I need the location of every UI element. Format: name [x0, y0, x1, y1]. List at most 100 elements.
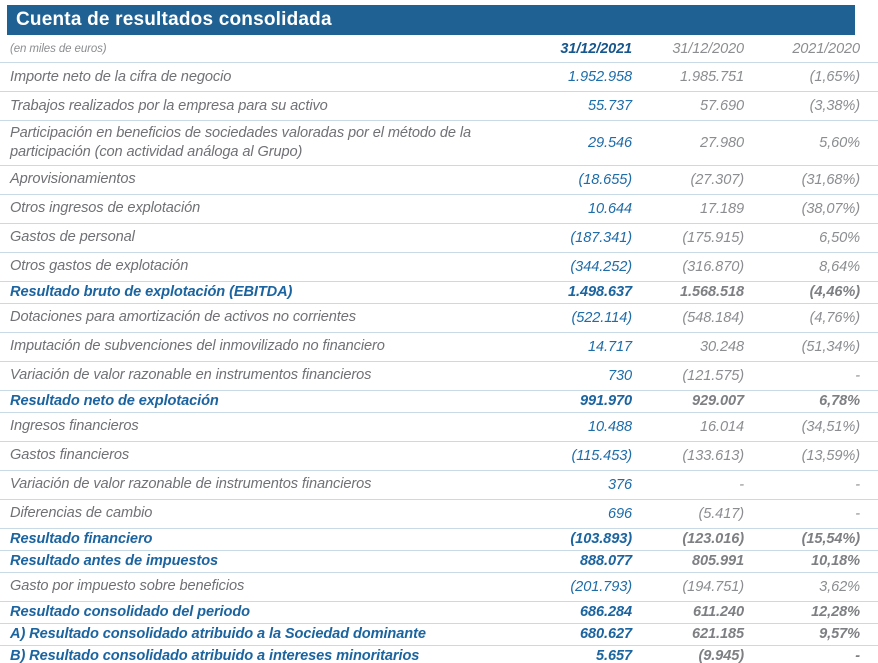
value-2021: 686.284 [579, 604, 632, 621]
value-2020: (175.915) [682, 229, 744, 246]
value-variation: (4,76%) [809, 309, 861, 326]
table-row: Gastos financieros (115.453) (133.613) (… [0, 442, 878, 471]
value-2020: (194.751) [682, 578, 744, 595]
value-variation: (15,54%) [801, 531, 861, 548]
value-variation: (31,68%) [801, 171, 861, 188]
row-label: Otros ingresos de explotación [10, 200, 201, 217]
value-2020: (9.945) [698, 648, 744, 663]
table-row: Aprovisionamientos (18.655) (27.307) (31… [0, 166, 878, 195]
table-row: Ingresos financieros 10.488 16.014 (34,5… [0, 413, 878, 442]
value-2021: 696 [607, 505, 632, 522]
value-2020: - [739, 476, 744, 493]
row-label: Aprovisionamientos [10, 171, 136, 188]
value-2021: (187.341) [570, 229, 632, 246]
value-2021: 376 [607, 476, 632, 493]
value-2020: 805.991 [691, 553, 744, 570]
value-variation: (13,59%) [801, 447, 861, 464]
value-2021: 55.737 [587, 98, 632, 114]
value-2021: (103.893) [570, 531, 632, 548]
value-2020: (123.016) [682, 531, 744, 548]
value-variation: 6,78% [819, 393, 860, 410]
title-bar: Cuenta de resultados consolidada [7, 5, 855, 35]
value-variation: (34,51%) [801, 418, 861, 435]
value-2020: (5.417) [698, 505, 744, 522]
value-2021: (344.252) [570, 258, 632, 275]
table-row: Participación en beneficios de sociedade… [0, 121, 878, 166]
table-row: Resultado financiero (103.893) (123.016)… [0, 529, 878, 551]
value-2021: 14.717 [587, 338, 632, 355]
table-row: Trabajos realizados por la empresa para … [0, 92, 878, 121]
value-2021: (115.453) [571, 447, 633, 464]
units-note: (en miles de euros) [10, 42, 107, 55]
column-header-2020: 31/12/2020 [672, 40, 744, 57]
row-label: Ingresos financieros [10, 418, 139, 435]
income-statement-rows: Importe neto de la cifra de negocio 1.95… [0, 63, 878, 663]
column-header-2021: 31/12/2021 [560, 40, 632, 57]
value-2020: 27.980 [699, 134, 744, 151]
row-label: Variación de valor razonable de instrume… [10, 476, 372, 493]
row-label: A) Resultado consolidado atribuido a la … [10, 625, 426, 642]
value-variation: (51,34%) [801, 338, 861, 355]
value-2021: 1.498.637 [567, 284, 632, 301]
value-2021: 10.488 [587, 418, 632, 435]
row-label: Gastos de personal [10, 229, 135, 246]
row-label: Gastos financieros [10, 447, 130, 464]
value-variation: 8,64% [819, 258, 860, 275]
table-row: Variación de valor razonable en instrume… [0, 362, 878, 391]
value-variation: 3,62% [819, 578, 860, 595]
value-2020: (316.870) [682, 258, 744, 275]
value-variation: - [855, 648, 860, 663]
value-2021: 991.970 [579, 393, 632, 410]
page-title: Cuenta de resultados consolidada [16, 9, 332, 30]
value-2020: 16.014 [699, 418, 744, 435]
row-label: Resultado neto de explotación [10, 392, 219, 409]
row-label: Imputación de subvenciones del inmoviliz… [10, 338, 385, 355]
table-row: Dotaciones para amortización de activos … [0, 304, 878, 333]
value-2020: 611.240 [693, 604, 744, 621]
table-row: Gastos de personal (187.341) (175.915) 6… [0, 224, 878, 253]
value-variation: (3,38%) [809, 98, 861, 114]
value-2020: (133.613) [682, 447, 744, 464]
value-2021: 29.546 [587, 134, 632, 151]
row-label: Importe neto de la cifra de negocio [10, 68, 232, 85]
row-label: Trabajos realizados por la empresa para … [10, 97, 328, 114]
row-label: Participación en beneficios de sociedade… [10, 125, 472, 160]
value-2020: (121.575) [682, 367, 744, 384]
row-label: Dotaciones para amortización de activos … [10, 309, 356, 326]
row-label: Resultado antes de impuestos [10, 552, 219, 569]
value-2021: 5.657 [595, 648, 632, 663]
table-row: Resultado bruto de explotación (EBITDA) … [0, 282, 878, 304]
value-2020: (548.184) [682, 309, 744, 326]
value-2020: 17.189 [699, 200, 744, 217]
value-2020: 929.007 [691, 393, 744, 410]
table-row: Otros ingresos de explotación 10.644 17.… [0, 195, 878, 224]
value-2021: 888.077 [579, 553, 632, 570]
table-row: Diferencias de cambio 696 (5.417) - [0, 500, 878, 529]
value-2020: 57.690 [699, 98, 744, 114]
table-row: B) Resultado consolidado atribuido a int… [0, 646, 878, 663]
table-row: Imputación de subvenciones del inmoviliz… [0, 333, 878, 362]
value-variation: 9,57% [819, 626, 860, 643]
value-variation: 6,50% [819, 229, 860, 246]
row-label: Diferencias de cambio [10, 505, 153, 522]
value-2020: 621.185 [691, 626, 744, 643]
value-variation: (38,07%) [801, 200, 861, 217]
column-header-variation: 2021/2020 [792, 40, 860, 57]
value-2021: 1.952.958 [567, 69, 632, 85]
value-2020: 30.248 [699, 338, 744, 355]
value-variation: (1,65%) [809, 69, 861, 85]
row-label: Variación de valor razonable en instrume… [10, 367, 372, 384]
table-row: Gasto por impuesto sobre beneficios (201… [0, 573, 878, 602]
value-2020: 1.568.518 [679, 284, 744, 301]
value-2021: (18.655) [578, 171, 632, 188]
table-row: Variación de valor razonable de instrume… [0, 471, 878, 500]
value-variation: 5,60% [819, 134, 860, 151]
value-2021: (201.793) [570, 578, 632, 595]
value-2021: 10.644 [587, 200, 632, 217]
row-label: B) Resultado consolidado atribuido a int… [10, 647, 420, 663]
row-label: Gasto por impuesto sobre beneficios [10, 578, 245, 595]
table-row: Resultado consolidado del periodo 686.28… [0, 602, 878, 624]
row-label: Resultado bruto de explotación (EBITDA) [10, 283, 293, 300]
value-variation: 10,18% [811, 553, 860, 570]
value-variation: - [855, 505, 860, 522]
